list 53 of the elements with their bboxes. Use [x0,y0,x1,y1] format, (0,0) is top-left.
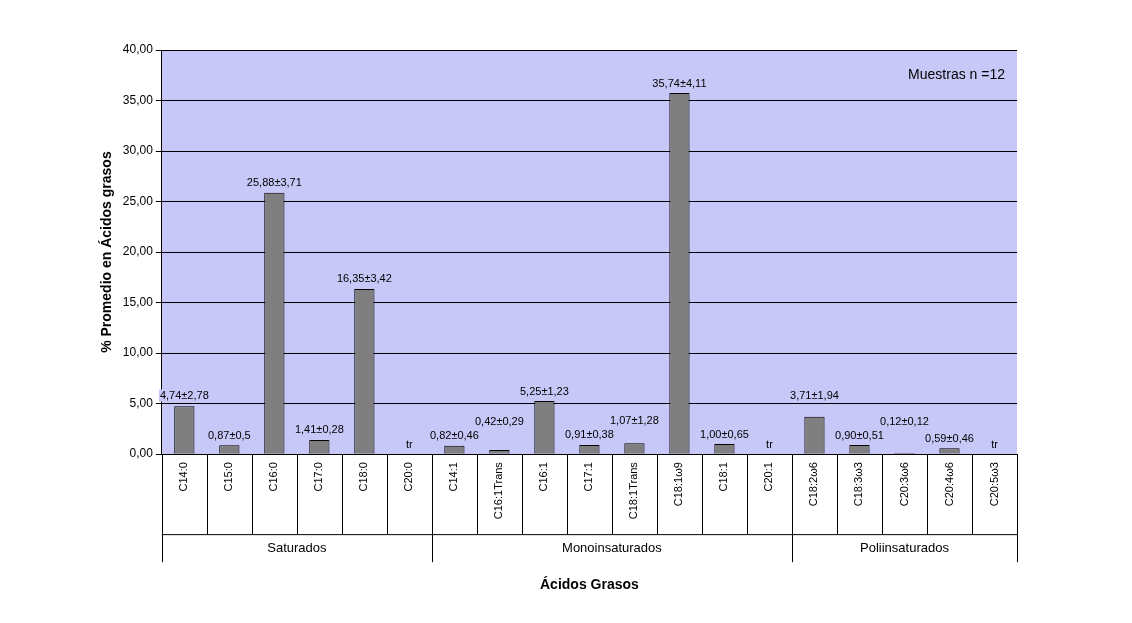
y-tick-label: 10,00 [122,345,154,360]
y-tick-label: 5,00 [129,395,154,410]
y-tick-label: 20,00 [122,244,154,259]
x-tick-label: C14:1 [447,462,460,492]
data-label: 16,35±3,42 [336,272,392,285]
y-tick-label: 25,00 [122,193,154,208]
annotation: Muestras n =12 [908,65,1006,82]
data-label: 1,07±1,28 [609,414,659,427]
data-label: tr [406,437,414,450]
data-label: 35,74±4,11 [652,76,707,89]
data-label: 0,91±0,38 [564,428,614,441]
x-tick-label: C16:1Trans [492,461,505,520]
x-tick-label: C15:0 [222,462,235,492]
x-tick-label: C18:1Trans [627,461,640,520]
text: Poliinsaturados [860,539,950,555]
x-tick-label: C18:1 [717,462,730,492]
x-tick-label: C20:5ω3 [987,462,1000,507]
data-label: 0,59±0,46 [925,431,974,444]
data-label: 0,87±0,5 [207,428,251,441]
x-tick-label: C20:0 [402,462,415,492]
text: Saturados [267,539,327,555]
data-label: tr [766,437,774,450]
y-tick-label: 15,00 [122,294,154,309]
data-label: 25,88±3,71 [246,176,302,189]
x-tick-label: C20:4ω6 [942,462,955,507]
x-tick-label: C14:0 [177,462,190,492]
data-label: 1,00±0,65 [700,427,749,440]
x-tick-label: C16:0 [267,462,280,492]
x-axis-title: Ácidos Grasos [540,576,640,593]
text: Monoinsaturados [562,539,663,555]
data-label: 5,25±1,23 [519,384,569,397]
y-axis-title: % Promedio en Ácidos grasos [98,151,115,353]
x-tick-label: C17:0 [312,462,325,492]
data-label: 0,82±0,46 [429,429,479,442]
data-label: 0,90±0,51 [835,428,884,441]
data-label: 3,71±1,94 [790,389,839,402]
y-tick-label: 40,00 [122,42,154,57]
data-label: 0,12±0,12 [880,414,929,427]
data-label: 4,74±2,78 [159,389,209,402]
x-tick-label: C18:1ω9 [672,462,685,507]
data-label: tr [991,437,999,450]
data-label: 0,42±0,29 [474,415,524,428]
y-tick-label: 0,00 [129,446,154,461]
x-tick-label: C20:3ω6 [897,462,910,507]
y-tick-label: 30,00 [122,143,154,158]
x-tick-label: C20:1 [762,462,775,492]
y-tick-label: 35,00 [122,92,154,107]
x-tick-label: C18:3ω3 [852,462,865,507]
x-tick-label: C18:0 [357,462,370,492]
x-tick-label: C17:1 [582,462,595,492]
data-label: 1,41±0,28 [294,423,344,436]
x-tick-label: C18:2ω6 [807,462,820,507]
x-tick-label: C16:1 [537,462,550,492]
